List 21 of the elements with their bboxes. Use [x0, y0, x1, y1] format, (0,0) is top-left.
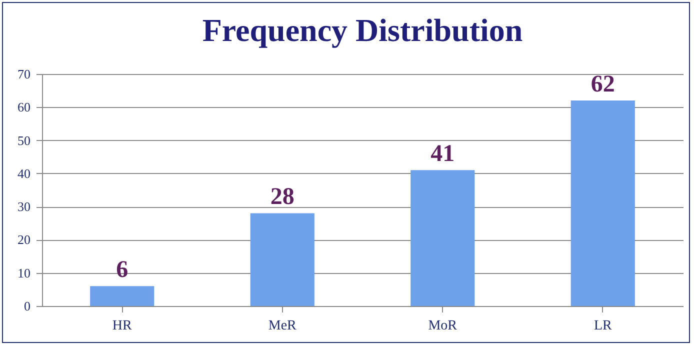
x-tick-label: HR: [112, 318, 133, 334]
bar: [90, 286, 154, 306]
x-tick-label: LR: [594, 318, 612, 334]
x-tick-label: MoR: [428, 318, 458, 334]
chart-title: Frequency Distribution: [202, 12, 523, 48]
y-tick-label: 50: [18, 132, 30, 148]
y-tick-label: 20: [18, 232, 30, 248]
y-tick-label: 30: [18, 199, 30, 214]
data-label: 41: [430, 141, 455, 168]
data-label: 62: [590, 72, 615, 98]
data-label: 6: [116, 257, 128, 284]
y-tick-label: 0: [24, 298, 30, 314]
bar: [250, 213, 314, 306]
y-tick-label: 40: [18, 166, 30, 181]
bar: [410, 170, 475, 306]
x-tick-label: MeR: [268, 318, 298, 334]
data-label: 28: [270, 184, 294, 210]
y-tick-label: 10: [18, 265, 30, 280]
bar: [570, 100, 635, 306]
y-tick-label: 60: [18, 100, 30, 115]
y-tick-label: 70: [18, 66, 30, 82]
